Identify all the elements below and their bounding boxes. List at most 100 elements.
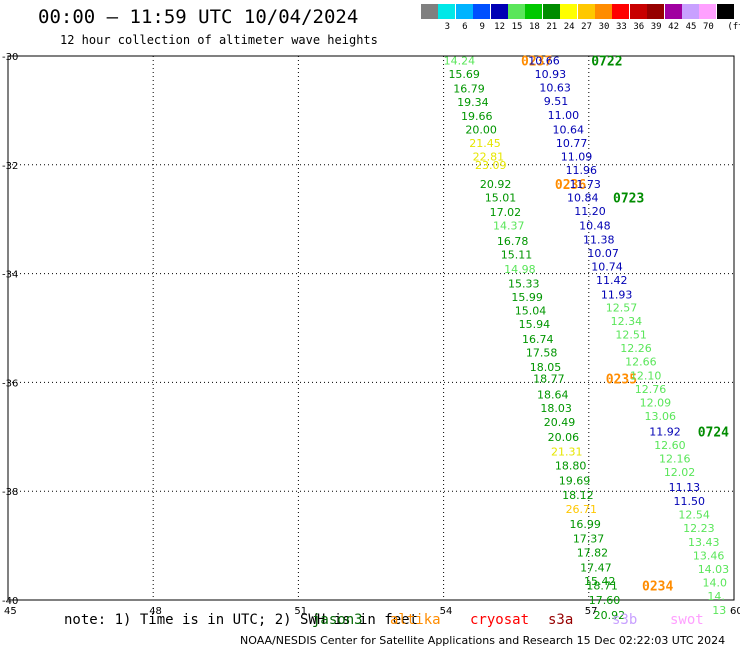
wave-height-value: 17.82 xyxy=(577,547,609,560)
colorbar-swatch xyxy=(473,4,491,19)
wave-height-value: 16.74 xyxy=(522,333,554,346)
longitude-label: 45 xyxy=(4,606,17,617)
wave-height-value: 15.69 xyxy=(448,68,480,81)
wave-height-value: 15.99 xyxy=(511,291,543,304)
wave-height-value: 11.96 xyxy=(566,164,598,177)
colorbar-swatch xyxy=(525,4,543,19)
wave-height-value: 11.73 xyxy=(569,178,601,191)
wave-height-value: 16.99 xyxy=(569,518,601,531)
wave-height-value: 11.42 xyxy=(596,274,628,287)
colorbar-swatch xyxy=(682,4,699,19)
pass-time-label: 0722 xyxy=(591,54,622,69)
colorbar-swatch xyxy=(421,4,438,19)
wave-height-value: 14.37 xyxy=(493,220,525,233)
colorbar-tick-label: 30 xyxy=(598,22,610,32)
wave-height-value: 17.02 xyxy=(490,206,521,219)
wave-height-value: 12.54 xyxy=(678,509,710,522)
colorbar-swatch xyxy=(647,4,665,19)
wave-height-value: 20.92 xyxy=(480,178,512,191)
wave-height-value: 21.31 xyxy=(551,445,583,458)
pass-time-label: 0235 xyxy=(606,373,637,388)
colorbar-tick-label: 9 xyxy=(479,22,485,32)
colorbar-tick-label: 39 xyxy=(650,22,662,32)
wave-height-value: 19.66 xyxy=(461,110,493,123)
wave-height-value: 11.38 xyxy=(583,233,615,246)
wave-height-value: 12.76 xyxy=(635,383,667,396)
mission-legend-item: altika xyxy=(390,612,441,628)
mission-legend-item: s3a xyxy=(548,612,574,628)
wave-height-value: 19.69 xyxy=(559,474,591,487)
wave-height-value: 10.84 xyxy=(567,191,599,204)
pass-time-label: 0236 xyxy=(555,178,586,193)
colorbar-swatch xyxy=(560,4,578,19)
colorbar-swatch xyxy=(595,4,612,19)
wave-height-value: 15.11 xyxy=(501,249,533,262)
wave-height-value: 23.09 xyxy=(475,159,507,172)
wave-height-value: 11.93 xyxy=(601,288,633,301)
wave-height-value: 14.0 xyxy=(703,577,728,590)
wave-height-value: 15.42 xyxy=(584,575,616,588)
wave-height-value: 15.33 xyxy=(508,277,540,290)
wave-height-value: 15.94 xyxy=(519,318,551,331)
wave-height-value: 18.05 xyxy=(530,361,562,374)
wave-height-value: 26.71 xyxy=(566,503,598,516)
colorbar-swatch xyxy=(438,4,456,19)
wave-height-value: 20.49 xyxy=(544,416,576,429)
latitude-label: -40 xyxy=(2,596,18,607)
wave-height-value: 10.93 xyxy=(535,68,567,81)
credit-line: NOAA/NESDIS Center for Satellite Applica… xyxy=(240,634,726,647)
colorbar-tick-label: 15 xyxy=(511,22,523,32)
wave-height-value: 12.02 xyxy=(664,466,696,479)
pass-time-label: 0234 xyxy=(642,579,673,594)
wave-height-value: 12.16 xyxy=(659,453,691,466)
wave-height-value: 14. xyxy=(707,590,725,603)
wave-height-value: 11.92 xyxy=(649,425,681,438)
wave-height-value: 14.98 xyxy=(504,263,535,276)
wave-height-value: 10.64 xyxy=(553,123,585,136)
wave-height-value: 11.20 xyxy=(574,205,606,218)
colorbar-tick-label: 12 xyxy=(494,22,506,32)
wave-height-value: 18.64 xyxy=(537,388,569,401)
wave-height-value: 18.12 xyxy=(562,489,594,502)
colorbar-swatch xyxy=(699,4,717,19)
wave-height-value: 21.45 xyxy=(469,137,501,150)
wave-height-value: 12.66 xyxy=(625,356,657,369)
wave-height-value: 13 xyxy=(712,604,726,617)
colorbar-tick-label: 24 xyxy=(563,22,575,32)
mission-legend-item: s3b xyxy=(612,612,638,628)
wave-height-value: 10.07 xyxy=(587,247,619,260)
colorbar-swatch xyxy=(664,4,682,19)
wave-height-value: 15.01 xyxy=(485,191,517,204)
latitude-label: -30 xyxy=(2,52,18,63)
wave-height-value: 22.81 xyxy=(473,151,505,164)
wave-height-value: 20.00 xyxy=(465,123,497,136)
latitude-label: -34 xyxy=(2,270,18,281)
colorbar-tick-label: 36 xyxy=(633,22,645,32)
longitude-label: 60 xyxy=(730,606,740,617)
page-subtitle: 12 hour collection of altimeter wave hei… xyxy=(60,33,378,47)
colorbar-tick-label: 27 xyxy=(581,22,593,32)
colorbar-tick-label: 33 xyxy=(615,22,627,32)
latitude-label: -36 xyxy=(2,378,18,389)
colorbar-swatch xyxy=(542,4,560,19)
wave-height-value: 18.03 xyxy=(540,402,572,415)
colorbar-swatch xyxy=(508,4,525,19)
wave-height-value: 17.60 xyxy=(589,594,621,607)
page-title: 00:00 – 11:59 UTC 10/04/2024 xyxy=(38,6,359,28)
colorbar-tick-label: 42 xyxy=(668,22,680,32)
latitude-label: -38 xyxy=(2,487,18,498)
wave-height-value: 12.10 xyxy=(630,369,662,382)
wave-height-value: 18.80 xyxy=(555,460,587,473)
wave-height-value: 12.23 xyxy=(683,522,715,535)
wave-height-value: 11.00 xyxy=(548,109,580,122)
colorbar-swatch xyxy=(455,4,473,19)
map-frame xyxy=(7,55,735,601)
wave-height-value: 9.51 xyxy=(544,95,569,108)
colorbar-tick-label: 21 xyxy=(546,22,558,32)
wave-height-value: 13.43 xyxy=(688,536,720,549)
wave-height-value: 11.50 xyxy=(674,495,706,508)
wave-height-value: 20.92 xyxy=(594,609,626,622)
colorbar-tick-label: 45 xyxy=(685,22,697,32)
wave-height-value: 18.77 xyxy=(533,373,565,386)
wave-height-value: 10.48 xyxy=(579,220,611,233)
